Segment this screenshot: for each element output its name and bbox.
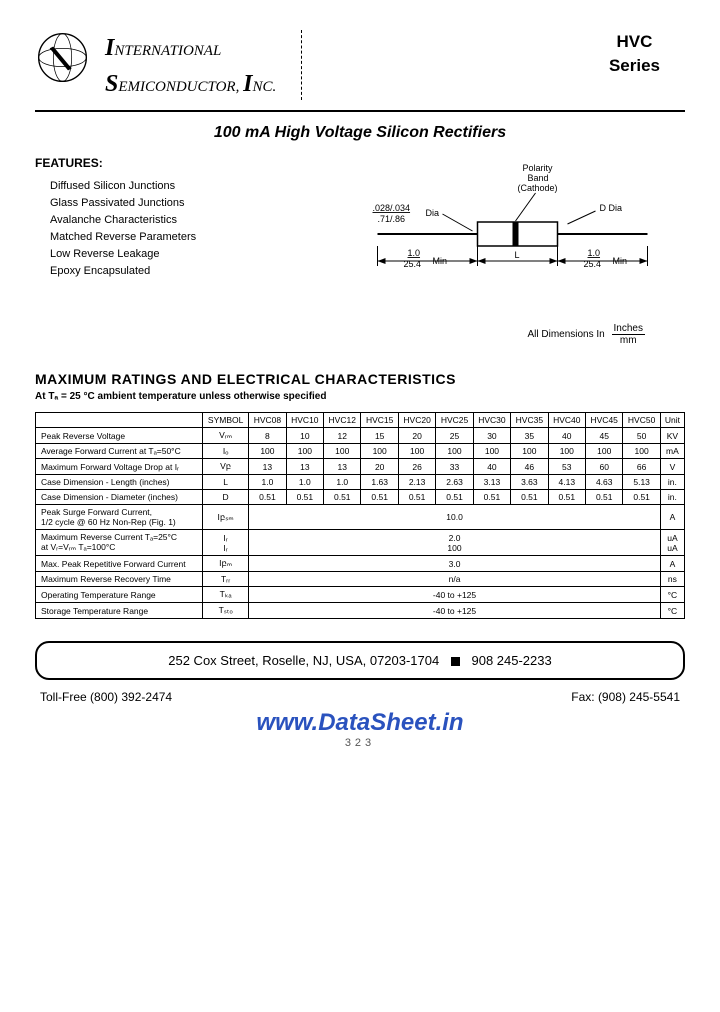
svg-text:.028/.034: .028/.034 bbox=[373, 203, 411, 213]
svg-text:.71/.86: .71/.86 bbox=[378, 214, 406, 224]
list-item: Diffused Silicon Junctions bbox=[50, 180, 265, 192]
series-label: HVC Series bbox=[584, 30, 685, 78]
phone-text: 908 245-2233 bbox=[471, 653, 551, 668]
table-row: Peak Reverse VoltageVᵣₘ81012152025303540… bbox=[36, 428, 685, 444]
section-title: MAXIMUM RATINGS AND ELECTRICAL CHARACTER… bbox=[35, 371, 685, 387]
address-box: 252 Cox Street, Roselle, NJ, USA, 07203-… bbox=[35, 641, 685, 680]
svg-text:Dia: Dia bbox=[426, 208, 440, 218]
svg-text:25.4: 25.4 bbox=[404, 259, 422, 269]
vertical-separator bbox=[301, 30, 302, 100]
table-row: Operating Temperature RangeTₖₐ-40 to +12… bbox=[36, 587, 685, 603]
globe-logo-icon bbox=[35, 30, 90, 85]
svg-text:L: L bbox=[515, 250, 520, 260]
table-row: Case Dimension - Diameter (inches)D0.510… bbox=[36, 490, 685, 505]
features-section: FEATURES: Diffused Silicon Junctions Gla… bbox=[35, 156, 265, 346]
list-item: Glass Passivated Junctions bbox=[50, 197, 265, 209]
svg-text:(Cathode): (Cathode) bbox=[518, 183, 558, 193]
list-item: Matched Reverse Parameters bbox=[50, 231, 265, 243]
svg-text:1.0: 1.0 bbox=[408, 248, 421, 258]
company-name: INTERNATIONAL SEMICONDUCTOR, INC. bbox=[105, 30, 276, 102]
svg-text:D Dia: D Dia bbox=[600, 203, 623, 213]
horizontal-rule bbox=[35, 110, 685, 112]
svg-text:Min: Min bbox=[433, 256, 448, 266]
table-row: Maximum Forward Voltage Drop at IᵣVբ1313… bbox=[36, 459, 685, 475]
table-row: Peak Surge Forward Current, 1/2 cycle @ … bbox=[36, 505, 685, 530]
content-row: FEATURES: Diffused Silicon Junctions Gla… bbox=[35, 156, 685, 346]
table-row: Max. Peak Repetitive Forward CurrentIբₘ3… bbox=[36, 556, 685, 572]
dimension-diagram-icon: Polarity Band (Cathode) .028/.034 .71/.8… bbox=[290, 156, 685, 316]
dimension-units-note: All Dimensions In Inchesmm bbox=[527, 323, 645, 346]
fax-text: Fax: (908) 245-5541 bbox=[571, 690, 680, 704]
page-title: 100 mA High Voltage Silicon Rectifiers bbox=[35, 124, 685, 142]
table-row: Maximum Reverse Recovery TimeTᵣᵣn/ans bbox=[36, 572, 685, 587]
table-row: Case Dimension - Length (inches)L1.01.01… bbox=[36, 475, 685, 490]
svg-text:1.0: 1.0 bbox=[588, 248, 601, 258]
svg-text:25.4: 25.4 bbox=[584, 259, 602, 269]
table-row: Maximum Reverse Current Tₐ=25°C at Vᵣ=Vᵣ… bbox=[36, 530, 685, 556]
section-subtitle: At Tₐ = 25 °C ambient temperature unless… bbox=[35, 391, 685, 402]
features-list: Diffused Silicon Junctions Glass Passiva… bbox=[35, 180, 265, 277]
contact-row: Toll-Free (800) 392-2474 Fax: (908) 245-… bbox=[35, 690, 685, 704]
address-text: 252 Cox Street, Roselle, NJ, USA, 07203-… bbox=[168, 653, 439, 668]
list-item: Low Reverse Leakage bbox=[50, 248, 265, 260]
svg-text:Band: Band bbox=[528, 173, 549, 183]
table-header-row: SYMBOL HVC08 HVC10 HVC12 HVC15 HVC20 HVC… bbox=[36, 413, 685, 428]
ratings-table: SYMBOL HVC08 HVC10 HVC12 HVC15 HVC20 HVC… bbox=[35, 412, 685, 619]
square-separator-icon bbox=[451, 657, 460, 666]
watermark-link: www.DataSheet.in bbox=[35, 709, 685, 737]
features-heading: FEATURES: bbox=[35, 156, 265, 170]
list-item: Epoxy Encapsulated bbox=[50, 265, 265, 277]
table-row: Average Forward Current at Tₐ=50°CIₒ1001… bbox=[36, 444, 685, 459]
page-number: 323 bbox=[35, 737, 685, 749]
list-item: Avalanche Characteristics bbox=[50, 214, 265, 226]
tollfree-text: Toll-Free (800) 392-2474 bbox=[40, 690, 172, 704]
svg-text:Polarity: Polarity bbox=[523, 163, 554, 173]
svg-text:Min: Min bbox=[613, 256, 628, 266]
header: INTERNATIONAL SEMICONDUCTOR, INC. HVC Se… bbox=[35, 30, 685, 102]
table-row: Storage Temperature RangeTₛₜₒ-40 to +125… bbox=[36, 603, 685, 619]
package-diagram: Polarity Band (Cathode) .028/.034 .71/.8… bbox=[290, 156, 685, 346]
